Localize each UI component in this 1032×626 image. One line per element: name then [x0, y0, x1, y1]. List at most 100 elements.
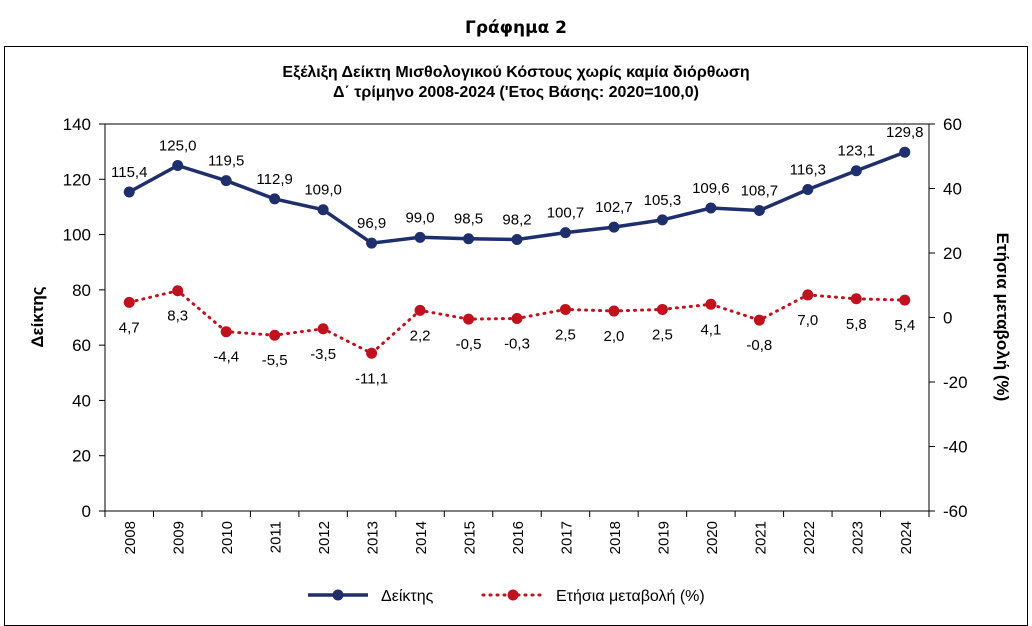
index-point	[123, 186, 135, 198]
y2-axis-title: Ετήσια μεταβολή (%)	[993, 233, 1012, 402]
change-point	[705, 298, 717, 310]
change-data-label: 2,0	[604, 328, 625, 345]
index-data-label: 115,4	[111, 164, 147, 181]
y2-tick-label: 0	[943, 309, 952, 328]
index-data-label: 102,7	[595, 199, 633, 216]
change-data-label: 2,2	[410, 327, 431, 344]
index-data-label: 129,8	[886, 124, 924, 141]
x-tick-label: 2016	[510, 521, 527, 554]
change-point	[753, 314, 765, 326]
index-data-label: 109,6	[692, 180, 730, 197]
x-tick-label: 2024	[898, 521, 915, 554]
index-point	[850, 165, 862, 177]
change-data-label: -0,5	[456, 336, 482, 353]
x-tick-label: 2008	[122, 521, 139, 554]
series-line-index	[128, 150, 906, 245]
x-tick-label: 2017	[558, 521, 575, 554]
change-data-label: 8,3	[167, 308, 188, 325]
index-point	[463, 233, 475, 245]
change-data-label: 4,7	[119, 319, 140, 336]
index-point	[366, 237, 378, 249]
x-tick-label: 2011	[268, 521, 285, 553]
x-tick-label: 2015	[462, 521, 479, 554]
change-point	[802, 289, 814, 301]
chart-frame: Εξέλιξη Δείκτη Μισθολογικού Κόστους χωρί…	[4, 46, 1028, 626]
index-point	[220, 175, 232, 187]
change-point	[850, 293, 862, 305]
chart-heading: Γράφημα 2	[464, 18, 568, 38]
change-point	[559, 303, 571, 315]
change-point	[269, 329, 281, 341]
chart-subtitle: Δ΄ τρίμηνο 2008-2024 ('Ετος Βάσης: 2020=…	[333, 84, 699, 101]
index-data-label: 108,7	[741, 183, 779, 200]
change-point	[899, 294, 911, 306]
y-tick-label: 60	[72, 336, 91, 355]
y2-tick-label: -40	[943, 438, 968, 457]
index-point	[705, 202, 717, 214]
y-tick-label: 40	[72, 391, 91, 410]
x-tick-label: 2022	[801, 521, 818, 554]
change-data-label: 2,5	[652, 326, 673, 343]
y-tick-label: 80	[72, 281, 91, 300]
index-data-label: 119,5	[208, 153, 244, 170]
change-data-label: -0,3	[504, 335, 530, 352]
index-data-label: 96,9	[357, 215, 386, 232]
x-tick-label: 2021	[752, 521, 769, 554]
change-data-label: 7,0	[797, 312, 818, 329]
index-point	[899, 146, 911, 158]
x-tick-label: 2014	[413, 521, 430, 554]
index-data-label: 98,5	[454, 211, 483, 228]
index-data-label: 125,0	[159, 137, 197, 154]
index-point	[511, 234, 523, 246]
change-data-label: -3,5	[310, 346, 336, 363]
x-tick-label: 2010	[219, 521, 236, 554]
x-tick-label: 2009	[171, 521, 188, 554]
y-tick-label: 140	[63, 115, 91, 134]
change-data-label: -4,4	[213, 349, 239, 366]
legend-index-marker	[332, 589, 344, 601]
y-tick-label: 20	[72, 447, 91, 466]
change-data-label: 4,1	[700, 321, 721, 338]
index-data-label: 105,3	[644, 192, 682, 209]
x-tick-label: 2019	[655, 521, 672, 554]
change-point	[317, 323, 329, 335]
change-point	[463, 313, 475, 325]
change-point	[220, 326, 232, 338]
x-tick-label: 2023	[849, 521, 866, 554]
chart-svg: Εξέλιξη Δείκτη Μισθολογικού Κόστους χωρί…	[28, 64, 1012, 605]
change-point	[172, 285, 184, 297]
change-data-label: 5,4	[894, 317, 915, 334]
index-point	[608, 221, 620, 233]
index-point	[414, 231, 426, 243]
change-data-label: 2,5	[555, 326, 576, 343]
y-tick-label: 0	[82, 502, 91, 521]
index-point	[802, 184, 814, 196]
change-data-label: -0,8	[746, 337, 772, 354]
change-point	[656, 303, 668, 315]
y2-tick-label: 60	[943, 115, 962, 134]
x-tick-label: 2013	[365, 521, 382, 554]
change-point	[511, 312, 523, 324]
index-point	[753, 205, 765, 217]
index-point	[317, 204, 329, 216]
index-data-label: 123,1	[838, 143, 876, 160]
y-tick-label: 100	[63, 226, 91, 245]
change-data-label: 5,8	[846, 316, 867, 333]
change-data-label: -11,1	[355, 370, 388, 387]
index-point	[656, 214, 668, 226]
index-point	[559, 227, 571, 239]
index-point	[172, 159, 184, 171]
change-point	[123, 296, 135, 308]
index-data-label: 112,9	[256, 171, 292, 188]
index-point	[269, 193, 281, 205]
y2-tick-label: 40	[943, 180, 962, 199]
legend-change-marker	[507, 589, 519, 601]
change-data-label: -5,5	[262, 352, 288, 369]
y2-tick-label: -60	[943, 502, 968, 521]
x-tick-label: 2018	[607, 521, 624, 554]
change-point	[608, 305, 620, 317]
change-point	[414, 304, 426, 316]
y-tick-label: 120	[63, 170, 91, 189]
legend-change-label: Ετήσια μεταβολή (%)	[556, 588, 705, 605]
index-data-label: 98,2	[502, 212, 531, 229]
